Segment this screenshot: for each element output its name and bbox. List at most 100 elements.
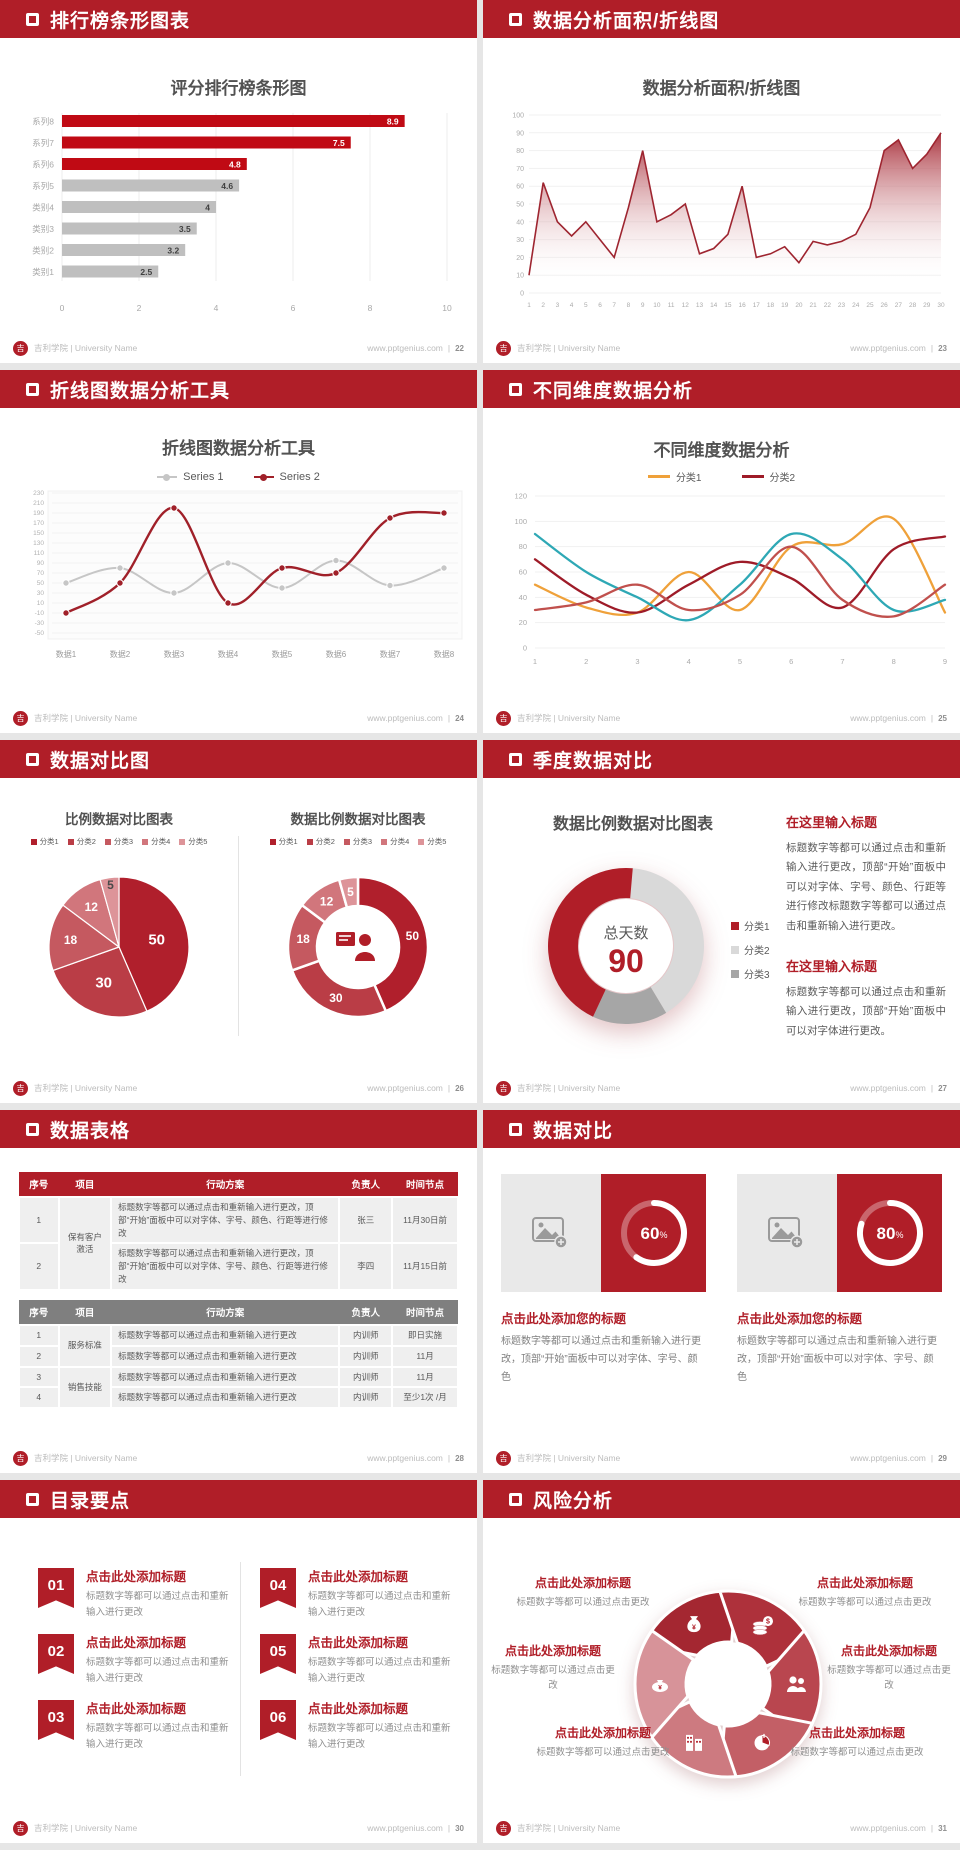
table-cell: 11月30日前 (391, 1195, 459, 1245)
square-outline-icon (509, 752, 522, 766)
chart-title: 评分排行榜条形图 (170, 79, 307, 98)
legend-label: Series 2 (279, 471, 320, 483)
slide-quarter-compare[interactable]: 季度数据对比 数据比例数据对比图表 总天数 90 分类1 分类2 分类3 在这里输入标题 标题… (483, 740, 960, 1103)
series-line (65, 506, 445, 615)
x-tick-label: 数据8 (434, 649, 455, 659)
pie-slice (356, 875, 430, 1013)
table-wrapper: 序号 项目 行动方案 负责人 时间节点 1 保有客户激活 标题数字等都可以通过点击和重新输入进… (18, 1172, 459, 1291)
chart-legend: 分类1 分类2 分类3 分类4 分类5 (239, 836, 477, 847)
x-tick-label: 17 (753, 302, 761, 309)
donut-panel: 数据比例数据对比图表 分类1 分类2 分类3 分类4 分类5 50 30 18 12 5 (239, 778, 477, 1073)
number-badge: 04 (260, 1568, 296, 1608)
square-outline-icon (26, 1122, 39, 1136)
slide-footer: 吉吉利学院 | University Name www.pptgenius.com… (483, 1443, 960, 1473)
legend-item: 分类1 (30, 836, 59, 847)
category-label: 系列7 (32, 138, 54, 148)
slice-label: 5 (107, 878, 114, 892)
ranking-bar-chart: 0 2 4 6 8 10 系列8 8.9 系列7 7.5 系列6 4.8 系列5 4.6 类别4 4 类别3 3.… (32, 113, 452, 313)
series-line (533, 532, 947, 622)
site-url: www.pptgenius.com (367, 1083, 443, 1093)
bar-value-label: 7.5 (333, 138, 345, 148)
column-header: 负责人 (339, 1172, 393, 1197)
slide-title: 数据对比图 (50, 750, 151, 772)
donut-segment (548, 868, 633, 1017)
legend-label: 分类2 (76, 837, 96, 846)
slide-risk-analysis[interactable]: 风险分析 ¥ $ ¥ 点击此处添加标题 标题数字等都可以通过点击更改 点击此处添加标题 标题… (483, 1480, 960, 1843)
toc-item: 03 点击此处添加标题 标题数字等都可以通过点击和重新输入进行更改 (38, 1698, 233, 1753)
chart-legend: 分类1 分类2 分类3 (731, 918, 770, 990)
legend-marker-icon (104, 838, 111, 845)
column-header: 时间节点 (392, 1172, 458, 1197)
legend-item: 分类5 (418, 836, 446, 847)
slice-label: 50 (148, 931, 165, 948)
legend-marker-icon (269, 838, 276, 845)
toc-title: 点击此处添加标题 (308, 1636, 409, 1650)
toc-item: 02 点击此处添加标题 标题数字等都可以通过点击和重新输入进行更改 (38, 1632, 233, 1687)
toc-title: 点击此处添加标题 (308, 1702, 409, 1716)
category-label: 系列6 (32, 160, 54, 170)
slide-multi-dimension[interactable]: 不同维度数据分析 不同维度数据分析 分类1 分类2 0 20 40 60 80 100 120 1 2… (483, 370, 960, 733)
pie-slice (290, 959, 388, 1019)
pie-panel: 比例数据对比图表 分类1 分类2 分类3 分类4 分类5 50 30 18 12 5 (0, 778, 238, 1073)
slide-progress-compare[interactable]: 数据对比 60% 点击此处添加您的标题 标题数字等都可以通过点击和重新输入进行更改，… (483, 1110, 960, 1473)
toc-item: 01 点击此处添加标题 标题数字等都可以通过点击和重新输入进行更改 (38, 1566, 233, 1621)
series-line (533, 515, 947, 617)
site-url: www.pptgenius.com (850, 343, 926, 353)
toc-item: 05 点击此处添加标题标题数字等都可以通过点击和重新输入进行更改 (260, 1632, 455, 1687)
category-label: 系列8 (32, 117, 54, 127)
slide-footer: 吉吉利学院 | University Name www.pptgenius.com… (483, 1813, 960, 1843)
area-line (528, 132, 942, 276)
university-logo-icon: 吉 (13, 1080, 28, 1096)
site-url: www.pptgenius.com (850, 1453, 926, 1463)
people-icon (787, 1676, 806, 1692)
slide-header: 排行榜条形图表 (0, 0, 477, 38)
legend-marker-icon (142, 838, 149, 845)
data-point (116, 564, 124, 572)
x-tick-label: 22 (824, 302, 832, 309)
bar (62, 201, 216, 213)
category-label: 类别3 (32, 224, 54, 234)
slide-content: 60% 点击此处添加您的标题 标题数字等都可以通过点击和重新输入进行更改，顶部“开始… (483, 1148, 960, 1443)
table-cell: 李四 (338, 1242, 394, 1291)
brand-text: 吉利学院 | University Name (517, 1823, 621, 1833)
slide-area-line[interactable]: 数据分析面积/折线图 数据分析面积/折线图 0 10 20 30 40 50 60 70 80 90… (483, 0, 960, 363)
brand-text: 吉利学院 | University Name (34, 343, 138, 353)
table-row: 1 保有客户激活 标题数字等都可以通过点击和重新输入进行更改，顶部“开始”面板中可以… (18, 1195, 459, 1291)
table-cell: 4 (18, 1386, 60, 1409)
slide-data-table[interactable]: 数据表格 序号 项目 行动方案 负责人 时间节点 1 保有客户激活 标题数字等都可以通过点击和… (0, 1110, 477, 1473)
y-tick-label: 230 (33, 490, 44, 497)
table-cell: 11月 (391, 1365, 459, 1389)
block-title: 在这里输入标题 (786, 959, 878, 974)
y-tick-label: 40 (519, 593, 527, 602)
x-tick-label: 数据5 (272, 649, 293, 659)
slide-line-tool[interactable]: 折线图数据分析工具 折线图数据分析工具 Series 1 Series 2 230 21… (0, 370, 477, 733)
y-tick-label: 50 (37, 580, 45, 587)
chart-title: 比例数据对比图表 (65, 812, 173, 827)
legend-marker-icon (343, 838, 350, 845)
x-tick-label: 数据6 (326, 649, 347, 659)
legend-label: 分类3 (352, 837, 373, 846)
slide-ranking-bar[interactable]: 排行榜条形图表 评分排行榜条形图 0 2 4 6 8 10 系列8 8.9 系列7 7.5 系列6 4.… (0, 0, 477, 363)
legend-marker-icon (731, 922, 739, 930)
table-header-row: 序号 项目 行动方案 负责人 时间节点 (19, 1300, 458, 1325)
add-picture-icon (768, 1217, 804, 1249)
university-logo-icon: 吉 (13, 710, 28, 726)
university-logo-icon: 吉 (13, 340, 28, 356)
slide-pie-compare[interactable]: 数据对比图 比例数据对比图表 分类1 分类2 分类3 分类4 分类5 50 30 18 12 5 数据… (0, 740, 477, 1103)
slice-label: 50 (406, 929, 420, 943)
x-tick-label: 6 (598, 302, 602, 309)
svg-text:¥: ¥ (658, 1685, 662, 1692)
legend-item: 分类5 (179, 836, 207, 847)
table-cell: 服务标准 (57, 1324, 113, 1368)
slide-toc[interactable]: 目录要点 01 点击此处添加标题 标题数字等都可以通过点击和重新输入进行更改 02 点击… (0, 1480, 477, 1843)
pie-slice (99, 876, 120, 948)
y-tick-label: 0 (520, 291, 524, 298)
y-tick-label: 30 (516, 237, 524, 244)
card-body: 标题数字等都可以通过点击和重新输入进行更改，顶部“开始”面板中可以对字体、字号、… (737, 1336, 937, 1383)
toc-body: 标题数字等都可以通过点击和重新输入进行更改 (308, 1657, 451, 1685)
slide-header: 季度数据对比 (483, 740, 960, 778)
x-tick-label: 2 (584, 657, 588, 666)
x-tick-label: 10 (653, 302, 661, 309)
column-header: 负责人 (339, 1300, 393, 1325)
number-badge: 05 (260, 1634, 296, 1674)
